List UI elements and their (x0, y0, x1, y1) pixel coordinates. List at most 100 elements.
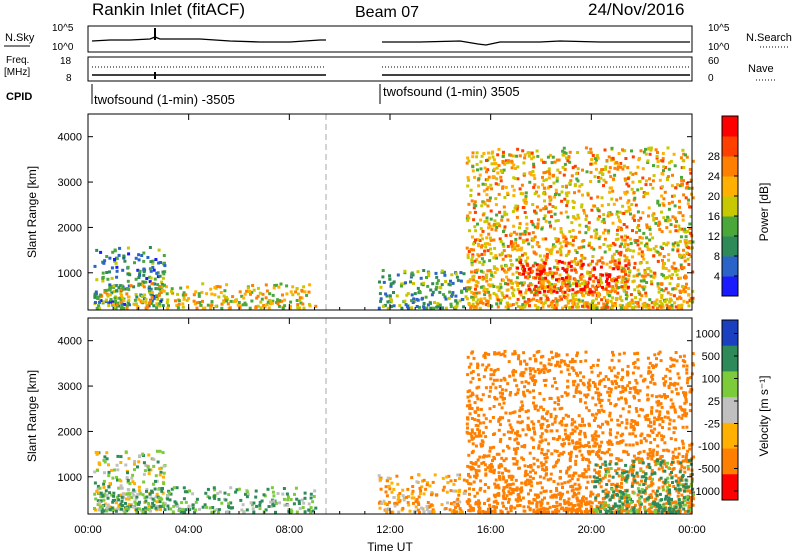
data-cell (515, 276, 519, 280)
data-cell (522, 269, 526, 273)
data-cell (594, 391, 598, 395)
data-cell (610, 483, 614, 486)
data-cell (588, 378, 592, 382)
data-cell (177, 299, 181, 303)
data-cell (515, 258, 519, 262)
data-cell (150, 490, 154, 494)
data-cell (516, 147, 520, 151)
data-cell (501, 471, 504, 475)
data-cell (663, 462, 667, 466)
data-cell (553, 380, 557, 384)
data-cell (125, 509, 129, 513)
data-cell (518, 414, 522, 418)
data-cell (676, 268, 680, 272)
data-cell (593, 444, 597, 448)
data-cell (502, 496, 506, 500)
data-cell (476, 366, 480, 369)
data-cell (684, 235, 688, 239)
data-cell (662, 197, 666, 201)
data-cell (418, 492, 422, 495)
data-cell (572, 235, 576, 239)
data-cell (470, 295, 474, 299)
data-cell (680, 166, 684, 170)
data-cell (527, 287, 531, 291)
data-cell (499, 175, 503, 179)
colorbar-segment (722, 156, 738, 177)
data-cell (496, 285, 500, 289)
data-cell (558, 497, 562, 501)
data-cell (676, 283, 680, 287)
data-cell (117, 486, 121, 490)
data-cell (524, 380, 528, 384)
data-cell (531, 438, 535, 442)
data-cell (398, 492, 402, 495)
data-cell (524, 469, 528, 473)
data-cell (496, 367, 500, 371)
data-cell (576, 279, 580, 283)
data-cell (605, 280, 609, 283)
data-cell (620, 235, 624, 239)
data-cell (530, 283, 534, 287)
data-cell (563, 502, 567, 505)
data-cell (498, 210, 502, 214)
data-cell (615, 198, 619, 202)
data-cell (521, 238, 525, 242)
data-cell (543, 271, 547, 275)
data-cell (177, 509, 181, 512)
data-cell (528, 357, 532, 361)
data-cell (539, 491, 543, 495)
data-cell (241, 503, 245, 507)
data-cell (567, 507, 571, 511)
data-cell (526, 263, 530, 267)
data-cell (507, 419, 511, 423)
data-cell (570, 268, 574, 272)
data-cell (630, 187, 634, 191)
data-cell (510, 430, 513, 434)
data-cell (160, 280, 164, 284)
data-cell (629, 171, 633, 175)
data-cell (613, 173, 617, 177)
data-cell (422, 281, 426, 285)
data-cell (407, 503, 411, 507)
data-cell (610, 306, 614, 310)
data-cell (570, 260, 574, 264)
data-cell (566, 264, 570, 268)
data-cell (161, 491, 165, 495)
data-cell (660, 296, 664, 300)
data-cell (658, 423, 662, 427)
data-cell (501, 293, 505, 297)
data-cell (623, 280, 627, 284)
freq-panel-frame (87, 56, 693, 82)
data-cell (217, 497, 221, 501)
data-cell (643, 437, 647, 440)
data-cell (111, 250, 115, 254)
data-cell (174, 501, 178, 505)
data-cell (670, 276, 674, 280)
data-cell (493, 219, 497, 223)
data-cell (455, 510, 459, 514)
data-cell (599, 457, 603, 461)
data-cell (607, 275, 611, 279)
data-cell (416, 286, 420, 290)
data-cell (583, 393, 587, 397)
data-cell (648, 238, 652, 242)
data-cell (641, 302, 645, 306)
data-cell (590, 290, 593, 294)
data-cell (160, 497, 164, 501)
data-cell (637, 289, 641, 293)
data-cell (541, 237, 545, 241)
data-cell (653, 437, 657, 441)
data-cell (529, 465, 533, 469)
data-cell (682, 299, 686, 303)
data-cell (191, 506, 195, 510)
data-cell (591, 436, 595, 440)
data-cell (105, 451, 109, 455)
data-cell (250, 503, 254, 507)
data-cell (657, 399, 661, 403)
data-cell (673, 224, 677, 228)
data-cell (112, 302, 115, 306)
data-cell (474, 471, 478, 475)
data-cell (571, 441, 575, 445)
data-cell (566, 279, 570, 283)
data-cell (448, 508, 452, 512)
